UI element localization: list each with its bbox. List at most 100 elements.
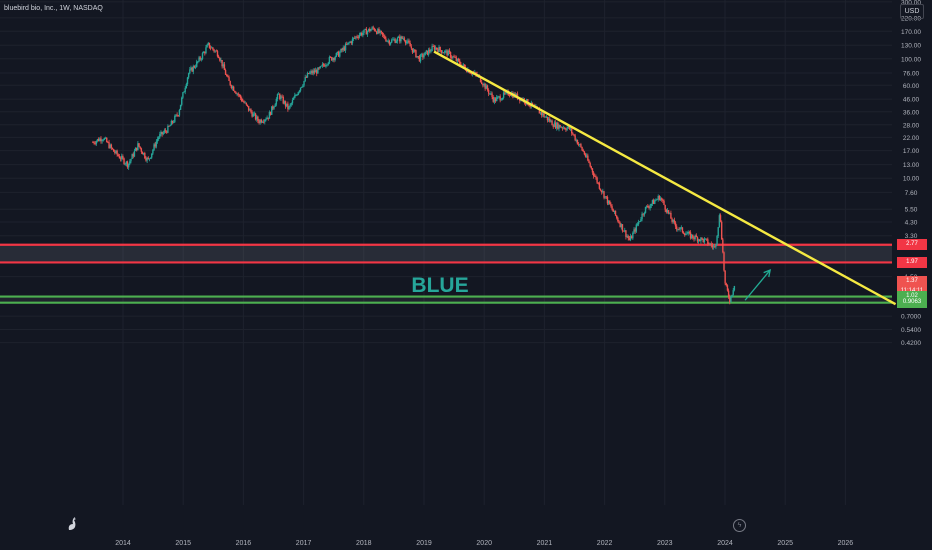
candle <box>564 127 566 130</box>
candle <box>703 238 706 243</box>
candle <box>709 243 711 245</box>
candle <box>437 49 439 53</box>
candle <box>246 104 249 107</box>
candle <box>102 139 104 141</box>
candle <box>419 54 422 62</box>
candle <box>261 121 264 123</box>
candle <box>642 213 644 215</box>
candle <box>568 126 571 130</box>
candle <box>455 57 458 62</box>
candle <box>688 232 691 233</box>
candle <box>266 117 268 120</box>
candle <box>391 39 393 43</box>
candle <box>594 176 596 177</box>
candle <box>189 69 191 74</box>
currency-button[interactable]: USD <box>900 4 924 19</box>
candle <box>585 155 588 157</box>
candle <box>110 144 113 148</box>
price-tick-label: 76.00 <box>903 71 920 78</box>
price-tick-label: 0.4200 <box>901 340 921 347</box>
price-label-support: 0.9063 <box>897 297 927 309</box>
candle <box>724 270 726 284</box>
candle <box>508 95 511 96</box>
candle <box>325 65 327 67</box>
candle <box>365 28 368 35</box>
candle <box>227 75 229 78</box>
candle <box>462 64 464 66</box>
candle <box>271 106 273 115</box>
candle <box>553 122 556 127</box>
candle <box>599 188 602 191</box>
candle <box>366 31 369 35</box>
candle <box>425 50 428 52</box>
candle <box>632 232 634 239</box>
candle <box>529 106 531 107</box>
price-tick-label: 100.00 <box>901 56 921 63</box>
candle <box>670 212 672 219</box>
candle <box>652 200 655 204</box>
candle <box>327 62 329 65</box>
candle <box>399 36 401 42</box>
candle <box>95 141 98 144</box>
candle <box>492 97 494 102</box>
trendline <box>433 50 897 306</box>
candle <box>258 121 260 124</box>
candle <box>504 92 506 94</box>
candle <box>555 122 558 129</box>
candle <box>222 64 224 67</box>
candle <box>351 38 354 44</box>
candle <box>404 40 407 44</box>
candle <box>665 209 668 213</box>
candle <box>494 98 497 102</box>
candle <box>215 50 218 52</box>
candle <box>146 157 148 161</box>
candle <box>627 236 629 239</box>
chart-grid <box>0 0 892 505</box>
candle <box>226 74 228 76</box>
candle <box>265 119 267 120</box>
candle <box>264 119 266 122</box>
time-tick-label: 2017 <box>296 540 312 547</box>
flash-icon[interactable]: ϟ <box>733 519 746 532</box>
candle <box>645 206 648 207</box>
candle <box>332 57 334 61</box>
candle <box>235 92 237 94</box>
candle <box>719 215 722 222</box>
candle <box>129 161 131 164</box>
candle <box>481 82 483 85</box>
candle <box>591 168 594 173</box>
candle <box>152 149 154 154</box>
candle <box>672 219 674 222</box>
candle <box>573 134 575 136</box>
candle <box>224 70 227 75</box>
symbol-header[interactable]: bluebird bio, Inc., 1W, NASDAQ <box>4 5 103 12</box>
candle <box>694 235 696 239</box>
candle <box>274 104 276 107</box>
candle <box>219 57 221 61</box>
candle <box>160 131 162 135</box>
candle <box>557 122 559 129</box>
candle <box>352 37 355 39</box>
price-axis: 300.00220.00170.00130.00100.0076.0060.00… <box>901 0 921 347</box>
candle <box>181 97 183 105</box>
candle <box>347 42 349 45</box>
candle <box>611 206 613 210</box>
candle <box>565 129 567 131</box>
candle <box>167 125 169 133</box>
candle <box>715 244 717 247</box>
candle <box>551 120 553 126</box>
candle <box>659 198 662 201</box>
candle <box>305 77 308 78</box>
price-tick-label: 5.50 <box>905 207 918 214</box>
candle <box>155 141 158 147</box>
candle <box>655 199 657 201</box>
candle <box>381 32 384 35</box>
candle <box>382 34 385 36</box>
candle <box>454 57 456 59</box>
candle <box>312 70 314 74</box>
tradingview-logo[interactable] <box>66 514 80 532</box>
candle <box>671 218 673 222</box>
candle <box>445 50 447 52</box>
candle <box>288 106 290 110</box>
